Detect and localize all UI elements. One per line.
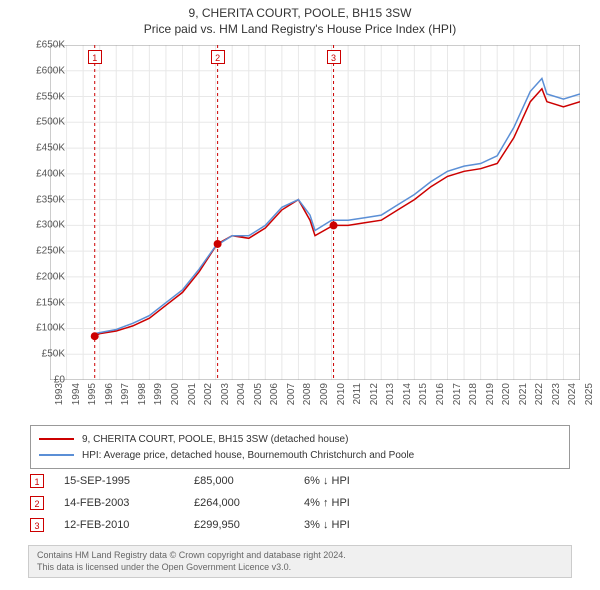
x-tick-label: 2002	[203, 383, 214, 413]
x-tick-label: 2007	[286, 383, 297, 413]
legend-swatch-property	[39, 438, 74, 440]
transaction-row: 2 14-FEB-2003 £264,000 4% ↑ HPI	[30, 492, 570, 514]
transaction-marker: 2	[30, 496, 44, 510]
x-tick-label: 1995	[87, 383, 98, 413]
x-tick-label: 1994	[71, 383, 82, 413]
transaction-date: 14-FEB-2003	[64, 497, 194, 509]
y-tick-label: £350K	[20, 194, 65, 205]
x-tick-label: 2011	[352, 383, 363, 413]
transaction-price: £264,000	[194, 497, 304, 509]
x-tick-label: 2005	[253, 383, 264, 413]
y-tick-label: £550K	[20, 91, 65, 102]
sale-marker-box: 3	[327, 50, 341, 64]
chart-container: 9, CHERITA COURT, POOLE, BH15 3SW Price …	[0, 0, 600, 590]
legend-row-property: 9, CHERITA COURT, POOLE, BH15 3SW (detac…	[39, 431, 561, 447]
y-tick-label: £500K	[20, 117, 65, 128]
title-block: 9, CHERITA COURT, POOLE, BH15 3SW Price …	[0, 0, 600, 36]
x-tick-label: 2006	[269, 383, 280, 413]
transaction-price: £299,950	[194, 519, 304, 531]
x-tick-label: 2014	[402, 383, 413, 413]
x-tick-label: 2022	[534, 383, 545, 413]
y-tick-label: £100K	[20, 323, 65, 334]
transaction-date: 15-SEP-1995	[64, 475, 194, 487]
y-tick-label: £200K	[20, 271, 65, 282]
sale-marker-box: 1	[88, 50, 102, 64]
x-tick-label: 2017	[452, 383, 463, 413]
x-tick-label: 1993	[54, 383, 65, 413]
attribution-footer: Contains HM Land Registry data © Crown c…	[28, 545, 572, 578]
x-tick-label: 2015	[418, 383, 429, 413]
x-tick-label: 2009	[319, 383, 330, 413]
y-tick-label: £150K	[20, 297, 65, 308]
transaction-diff: 6% ↓ HPI	[304, 475, 424, 487]
legend-label-property: 9, CHERITA COURT, POOLE, BH15 3SW (detac…	[82, 434, 348, 445]
transaction-marker: 3	[30, 518, 44, 532]
footer-line1: Contains HM Land Registry data © Crown c…	[37, 550, 563, 562]
transaction-diff: 4% ↑ HPI	[304, 497, 424, 509]
x-tick-label: 2010	[336, 383, 347, 413]
transactions-list: 1 15-SEP-1995 £85,000 6% ↓ HPI 2 14-FEB-…	[30, 470, 570, 536]
chart-title-address: 9, CHERITA COURT, POOLE, BH15 3SW	[0, 6, 600, 20]
y-tick-label: £400K	[20, 168, 65, 179]
transaction-date: 12-FEB-2010	[64, 519, 194, 531]
legend-swatch-hpi	[39, 454, 74, 456]
x-tick-label: 2001	[187, 383, 198, 413]
x-tick-label: 2019	[485, 383, 496, 413]
y-tick-label: £300K	[20, 220, 65, 231]
x-tick-label: 2018	[468, 383, 479, 413]
y-tick-label: £600K	[20, 65, 65, 76]
x-tick-label: 2008	[302, 383, 313, 413]
legend-row-hpi: HPI: Average price, detached house, Bour…	[39, 447, 561, 463]
x-tick-label: 2025	[584, 383, 595, 413]
chart-plot-area	[50, 45, 580, 380]
x-tick-label: 2023	[551, 383, 562, 413]
transaction-marker: 1	[30, 474, 44, 488]
x-tick-label: 1996	[104, 383, 115, 413]
chart-svg	[50, 45, 580, 380]
x-tick-label: 2016	[435, 383, 446, 413]
y-tick-label: £50K	[20, 349, 65, 360]
x-tick-label: 2021	[518, 383, 529, 413]
footer-line2: This data is licensed under the Open Gov…	[37, 562, 563, 574]
y-tick-label: £250K	[20, 246, 65, 257]
legend-box: 9, CHERITA COURT, POOLE, BH15 3SW (detac…	[30, 425, 570, 469]
y-tick-label: £450K	[20, 143, 65, 154]
x-tick-label: 2004	[236, 383, 247, 413]
x-tick-label: 2020	[501, 383, 512, 413]
x-tick-label: 2024	[567, 383, 578, 413]
x-tick-label: 1997	[120, 383, 131, 413]
x-tick-label: 1999	[153, 383, 164, 413]
x-tick-label: 2013	[385, 383, 396, 413]
chart-title-subtitle: Price paid vs. HM Land Registry's House …	[0, 22, 600, 36]
transaction-price: £85,000	[194, 475, 304, 487]
y-tick-label: £650K	[20, 40, 65, 51]
x-tick-label: 2003	[220, 383, 231, 413]
transaction-row: 3 12-FEB-2010 £299,950 3% ↓ HPI	[30, 514, 570, 536]
x-tick-label: 1998	[137, 383, 148, 413]
legend-label-hpi: HPI: Average price, detached house, Bour…	[82, 450, 414, 461]
x-tick-label: 2012	[369, 383, 380, 413]
x-tick-label: 2000	[170, 383, 181, 413]
transaction-row: 1 15-SEP-1995 £85,000 6% ↓ HPI	[30, 470, 570, 492]
transaction-diff: 3% ↓ HPI	[304, 519, 424, 531]
sale-marker-box: 2	[211, 50, 225, 64]
